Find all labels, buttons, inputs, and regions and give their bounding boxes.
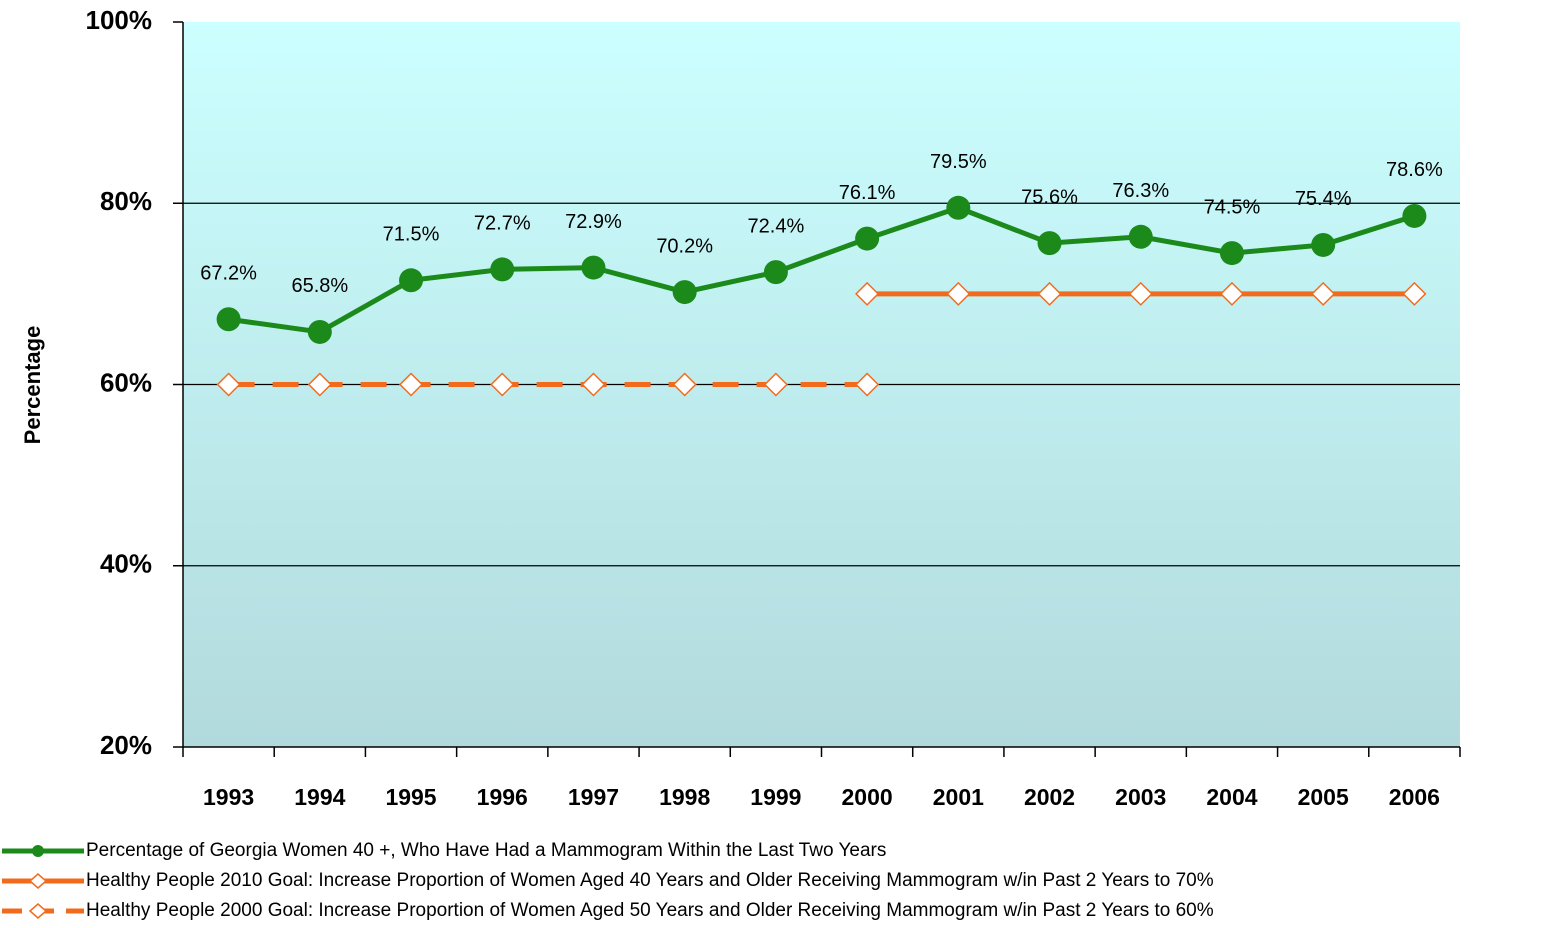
data-label: 79.5% [930,151,987,173]
data-point [1402,281,1427,306]
data-label: 74.5% [1204,196,1261,218]
data-point [307,319,332,344]
data-label: 72.7% [474,213,531,235]
data-point [672,280,697,305]
data-label: 75.6% [1021,186,1078,208]
series-line [228,205,1416,335]
data-point [1037,281,1062,306]
x-tick-label: 1997 [568,784,619,810]
data-point [216,372,241,397]
data-label: 70.2% [656,235,713,257]
data-point [855,281,880,306]
data-point [307,372,332,397]
x-tick-label: 2004 [1206,784,1257,810]
x-tick-label: 1995 [385,784,436,810]
x-tick-label: 2006 [1389,784,1440,810]
legend-label: Percentage of Georgia Women 40 +, Who Ha… [86,840,886,861]
data-label: 67.2% [200,263,257,285]
data-point [1128,281,1153,306]
y-tick-label: 40% [100,549,152,579]
x-tick-label: 1996 [477,784,528,810]
y-tick-label: 80% [100,186,152,216]
data-label: 75.4% [1295,188,1352,210]
data-point [399,268,424,293]
x-tick-label: 1994 [294,784,345,810]
x-tick-label: 2002 [1024,784,1075,810]
data-label: 72.4% [748,215,805,237]
y-tick-label: 60% [100,367,152,397]
data-point [855,226,880,251]
y-tick-label: 20% [100,730,152,760]
data-point [1037,231,1062,256]
data-point [490,257,515,282]
data-point [398,372,424,397]
x-tick-label: 1999 [750,784,801,810]
x-tick-label: 2001 [933,784,984,810]
data-point [216,307,241,332]
y-axis-label: Percentage [20,326,45,445]
data-point [1219,281,1245,306]
data-label: 76.1% [839,182,896,204]
data-label: 76.3% [1112,180,1169,202]
data-point [763,372,788,397]
x-tick-label: 2003 [1115,784,1166,810]
data-point [1311,281,1336,306]
data-point [1402,203,1427,228]
legend-marker [32,845,44,857]
data-point [581,372,606,397]
data-point [581,255,606,280]
data-point [672,372,697,397]
data-label: 72.9% [565,211,622,233]
data-point [1311,232,1336,257]
x-tick-label: 1998 [659,784,710,810]
y-tick-label: 100% [86,5,153,35]
data-point [763,260,788,285]
legend-label: Healthy People 2000 Goal: Increase Propo… [86,900,1214,921]
data-point [946,281,971,306]
x-tick-label: 2000 [842,784,893,810]
data-label: 71.5% [383,224,440,246]
data-label: 65.8% [291,275,348,297]
legend-label: Healthy People 2010 Goal: Increase Propo… [86,870,1214,891]
x-tick-label: 2005 [1298,784,1349,810]
data-point [1219,241,1244,266]
data-point [1128,224,1153,249]
x-tick-label: 1993 [203,784,254,810]
data-point [855,372,880,397]
data-label: 78.6% [1386,159,1443,181]
data-point [490,372,515,397]
legend-marker [28,903,48,919]
data-point [946,195,971,220]
legend-marker [28,873,48,889]
